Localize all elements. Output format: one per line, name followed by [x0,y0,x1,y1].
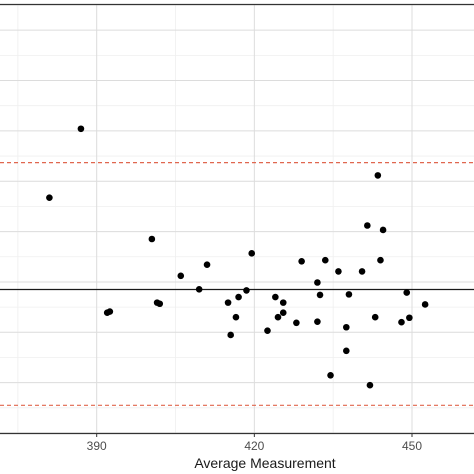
data-point [371,313,379,321]
data-points [46,125,429,389]
x-axis-title: Average Measurement [194,455,335,471]
x-tick-label: 450 [402,439,422,453]
data-point [314,279,321,286]
major-gridlines [0,5,474,434]
data-point [321,256,329,264]
data-point [316,291,324,299]
data-point [398,318,405,326]
data-point [345,291,353,298]
data-point [272,293,279,301]
data-point [421,301,429,308]
data-point [358,268,366,275]
data-point [279,309,287,317]
data-point [248,250,256,257]
data-point [366,381,374,389]
data-point [374,172,382,179]
x-tick-label: 390 [87,439,107,453]
data-point [177,272,185,280]
data-point [77,125,85,133]
data-point [46,194,53,201]
data-point [403,289,411,296]
x-tick-label: 420 [244,439,264,453]
data-point [274,313,282,321]
data-point [293,319,300,327]
reference-lines [0,162,474,406]
data-point [264,327,271,334]
data-point [364,222,371,229]
data-point [195,286,203,293]
data-point [224,299,232,306]
data-point [148,235,156,243]
data-point [243,287,250,294]
data-point [227,331,234,339]
data-point [106,308,114,315]
data-point [203,261,211,269]
data-point [377,256,384,264]
data-point [379,226,387,234]
data-point [343,323,350,331]
data-point [298,257,305,265]
data-point [406,314,413,322]
data-point [235,293,242,301]
data-point [156,300,164,308]
data-point [314,318,321,325]
data-point [327,371,334,379]
x-axis-ticks: 390 420 450 [87,433,422,453]
data-point [232,313,240,321]
data-point [343,347,350,355]
data-point [279,299,287,306]
data-point [335,268,342,275]
